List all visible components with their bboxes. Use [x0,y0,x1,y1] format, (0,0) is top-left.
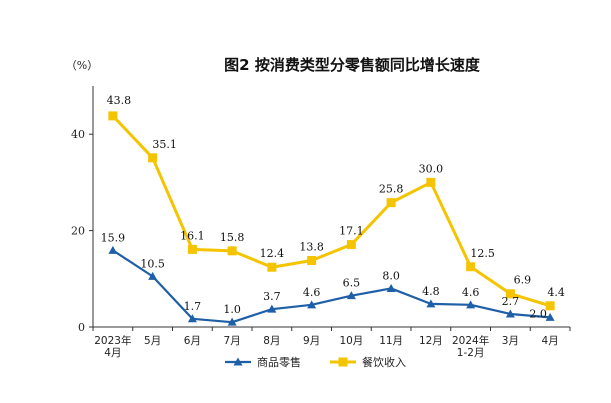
data-label-goods: 4.6 [462,286,480,299]
series-line-catering [111,114,551,308]
point-catering [227,246,237,256]
x-tick-label: 2023年 4月 [94,334,131,359]
data-label-catering: 13.8 [299,240,324,253]
data-label-catering: 4.4 [547,286,565,299]
point-goods [386,283,396,292]
point-catering [148,153,158,163]
y-unit-label: （%） [66,59,98,72]
data-label-goods: 10.5 [140,257,165,270]
x-tick-label: 7月 [224,335,241,347]
point-catering [187,244,197,254]
data-label-goods: 2.0 [529,307,547,320]
data-label-catering: 43.8 [107,94,132,107]
data-label-catering: 6.9 [514,274,532,287]
point-catering [505,289,515,299]
point-goods [307,300,317,309]
point-goods [426,299,436,308]
point-goods [148,271,158,280]
x-tick-label-line: 10月 [339,335,363,347]
point-goods [346,291,356,300]
data-label-goods: 4.8 [422,285,440,298]
data-label-goods: 2.7 [502,295,520,308]
x-tick-label-line: 1-2月 [457,347,485,359]
x-tick-label-line: 6月 [184,335,201,347]
data-label-catering: 12.4 [260,247,285,260]
x-tick-label: 9月 [303,335,320,347]
point-goods [108,245,118,254]
x-tick-label: 11月 [379,335,403,347]
data-label-goods: 3.7 [263,290,281,303]
point-catering [108,111,118,121]
legend-label: 商品零售 [257,355,301,369]
legend-marker [233,357,243,366]
series-line-goods [112,249,551,324]
x-tick-label: 2024年 1-2月 [452,334,489,359]
data-label-goods: 4.6 [303,286,321,299]
x-tick-label-line: 4月 [104,347,121,359]
point-goods [466,300,476,309]
x-tick-label-line: 12月 [419,335,443,347]
point-goods [227,317,237,326]
x-tick-label: 8月 [263,335,280,347]
point-catering [267,262,277,272]
y-tick-label: 40 [71,128,85,141]
data-label-catering: 17.1 [339,225,364,238]
data-label-catering: 35.1 [152,138,177,151]
data-label-goods: 15.9 [101,231,126,244]
x-tick-label: 3月 [502,335,519,347]
point-catering [466,262,476,272]
data-label-catering: 12.5 [470,247,495,260]
x-tick-label-line: 3月 [502,335,519,347]
data-label-goods: 6.5 [343,277,361,290]
x-tick-label-line: 11月 [379,335,403,347]
x-tick-label-line: 4月 [542,335,559,347]
x-tick-label-line: 9月 [303,335,320,347]
legend-marker [338,357,348,367]
x-tick-label-line: 8月 [263,335,280,347]
point-catering [426,177,436,187]
point-goods [267,304,277,313]
data-label-goods: 1.7 [184,300,202,313]
legend: 商品零售 餐饮收入 [225,355,406,369]
data-label-catering: 25.8 [379,183,404,196]
data-label-goods: 1.0 [223,303,241,316]
data-labels: 15.9 10.5 1.7 1.0 3.7 4.6 6.5 8.0 4.8 4.6 2.7 2.0 43… [101,94,565,320]
x-tick-label: 10月 [339,335,363,347]
data-label-goods: 8.0 [382,269,400,282]
y-tick-label: 0 [78,321,85,334]
x-tick-label: 12月 [419,335,443,347]
point-catering [307,255,317,265]
y-tick-label: 20 [71,225,85,238]
point-goods [545,312,555,321]
point-goods [187,314,197,323]
legend-label: 餐饮收入 [362,355,406,369]
data-label-catering: 16.1 [180,229,205,242]
point-catering [346,240,356,250]
x-tick-label: 4月 [542,335,559,347]
x-tick-label-line: 5月 [144,335,161,347]
x-tick-label-line: 2023年 [94,334,131,347]
x-tick-label: 6月 [184,335,201,347]
x-tick-label-line: 7月 [224,335,241,347]
point-catering [545,301,555,311]
data-label-catering: 30.0 [419,162,444,175]
point-goods [505,309,515,318]
x-tick-label-line: 2024年 [452,334,489,347]
x-tick-label: 5月 [144,335,161,347]
series-layer [108,111,555,326]
chart-title: 图2 按消费类型分零售额同比增长速度 [224,56,481,74]
data-label-catering: 15.8 [220,231,245,244]
point-catering [386,198,396,208]
